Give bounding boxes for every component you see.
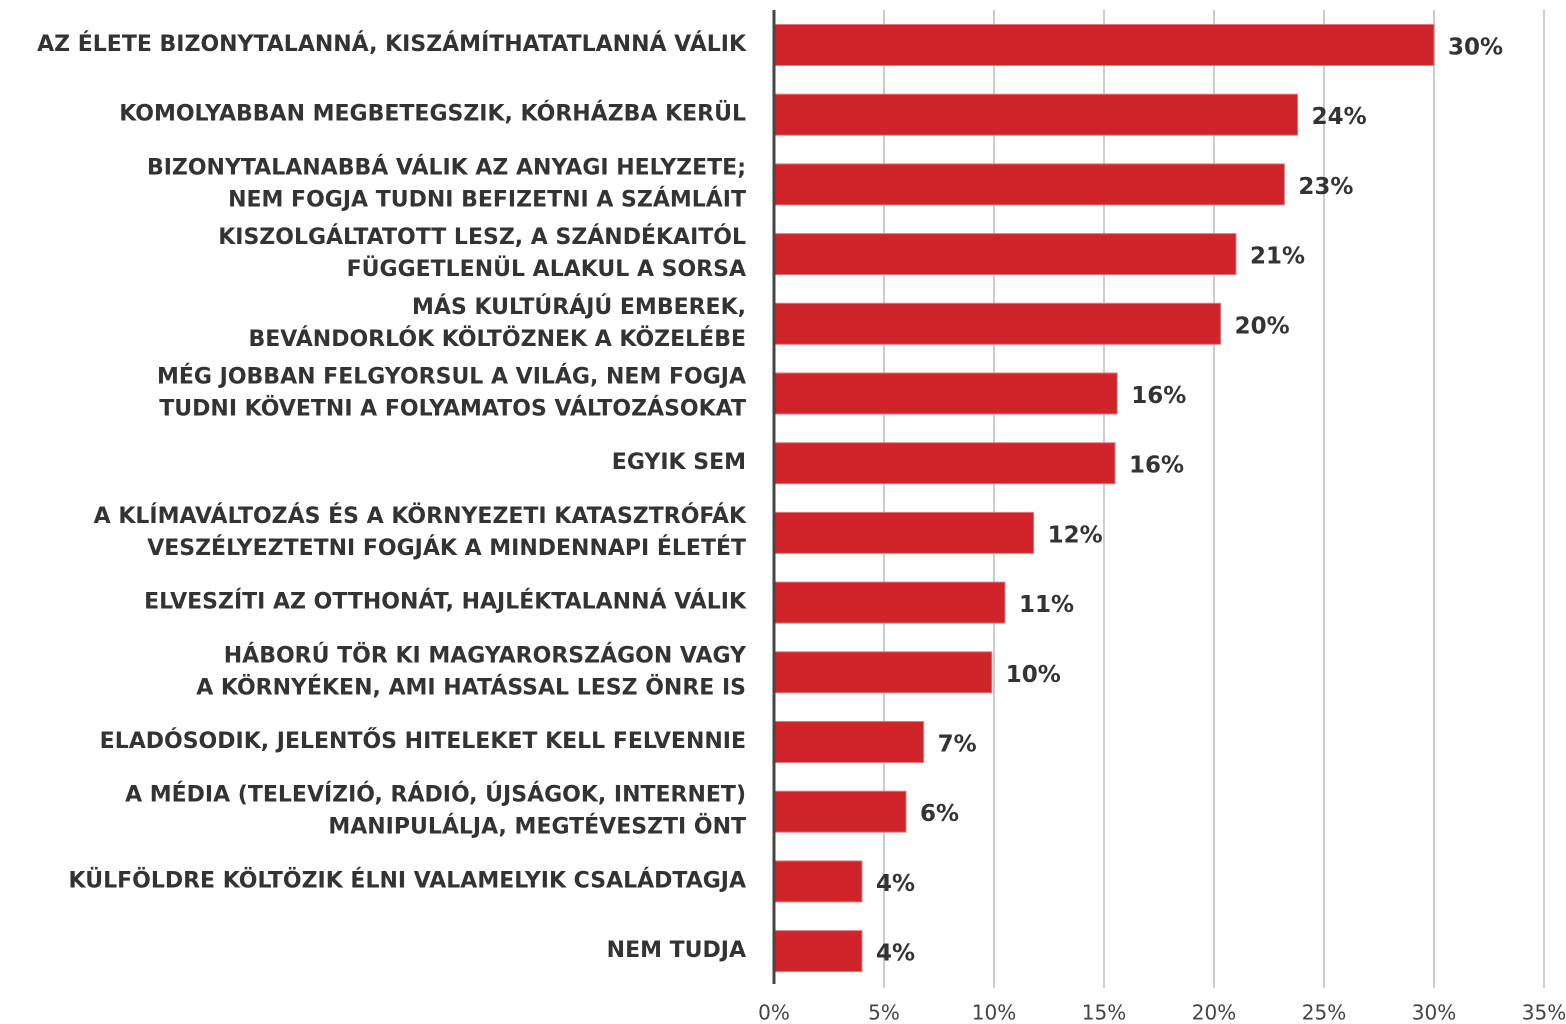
x-tick-label: 30% bbox=[1412, 1001, 1456, 1024]
category-label: MÁS KULTÚRÁJÚ EMBEREK, bbox=[412, 294, 746, 320]
category-label: KÜLFÖLDRE KÖLTÖZIK ÉLNI VALAMELYIK CSALÁ… bbox=[69, 867, 746, 893]
bar bbox=[773, 163, 1285, 206]
bar bbox=[773, 721, 925, 763]
bar bbox=[773, 860, 863, 903]
data-label: 20% bbox=[1235, 313, 1290, 339]
data-label: 7% bbox=[938, 732, 977, 758]
category-label: TUDNI KÖVETNI A FOLYAMATOS VÁLTOZÁSOKAT bbox=[159, 396, 746, 422]
bar bbox=[773, 651, 993, 694]
category-label: ELADÓSODIK, JELENTŐS HITELEKET KELL FELV… bbox=[100, 728, 746, 754]
x-tick-label: 0% bbox=[758, 1001, 790, 1024]
bar bbox=[773, 372, 1118, 415]
bar bbox=[773, 24, 1435, 66]
data-label: 4% bbox=[876, 871, 915, 897]
category-label: MÉG JOBBAN FELGYORSUL A VILÁG, NEM FOGJA bbox=[157, 364, 746, 390]
bar bbox=[773, 511, 1035, 554]
category-label: NEM TUDJA bbox=[607, 938, 746, 963]
data-label: 6% bbox=[920, 801, 959, 827]
bar bbox=[773, 442, 1116, 485]
data-label: 10% bbox=[1006, 662, 1061, 688]
bar bbox=[773, 930, 863, 973]
category-label: FÜGGETLENÜL ALAKUL A SORSA bbox=[347, 256, 746, 282]
category-label: BIZONYTALANABBÁ VÁLIK AZ ANYAGI HELYZETE… bbox=[147, 154, 746, 180]
x-tick-label: 25% bbox=[1302, 1001, 1346, 1024]
category-label: EGYIK SEM bbox=[612, 450, 746, 475]
data-label: 4% bbox=[876, 941, 915, 967]
bar bbox=[773, 302, 1222, 345]
category-label: AZ ÉLETE BIZONYTALANNÁ, KISZÁMÍTHATATLAN… bbox=[37, 31, 747, 57]
data-label: 23% bbox=[1298, 174, 1353, 200]
bar bbox=[773, 581, 1006, 624]
x-tick-label: 15% bbox=[1082, 1001, 1126, 1024]
data-label: 11% bbox=[1019, 592, 1074, 618]
data-label: 16% bbox=[1131, 383, 1186, 409]
category-label: NEM FOGJA TUDNI BEFIZETNI A SZÁMLÁIT bbox=[228, 186, 746, 212]
x-tick-label: 35% bbox=[1522, 1001, 1566, 1024]
x-tick-label: 5% bbox=[868, 1001, 900, 1024]
data-label: 30% bbox=[1448, 35, 1503, 61]
category-label: VESZÉLYEZTETNI FOGJÁK A MINDENNAPI ÉLETÉ… bbox=[147, 535, 746, 561]
category-label: KOMOLYABBAN MEGBETEGSZIK, KÓRHÁZBA KERÜL bbox=[119, 101, 746, 127]
data-label: 12% bbox=[1048, 522, 1103, 548]
bar bbox=[773, 93, 1299, 136]
category-label: A MÉDIA (TELEVÍZIÓ, RÁDIÓ, ÚJSÁGOK, INTE… bbox=[125, 782, 746, 808]
category-label: HÁBORÚ TÖR KI MAGYARORSZÁGON VAGY bbox=[224, 642, 747, 668]
bar bbox=[773, 790, 907, 833]
category-label: BEVÁNDORLÓK KÖLTÖZNEK A KÖZELÉBE bbox=[248, 326, 746, 352]
bar bbox=[773, 233, 1237, 276]
x-tick-label: 10% bbox=[972, 1001, 1016, 1024]
category-label: KISZOLGÁLTATOTT LESZ, A SZÁNDÉKAITÓL bbox=[218, 224, 746, 250]
category-label: ELVESZÍTI AZ OTTHONÁT, HAJLÉKTALANNÁ VÁL… bbox=[144, 589, 747, 615]
category-label: A KÖRNYÉKEN, AMI HATÁSSAL LESZ ÖNRE IS bbox=[196, 674, 746, 700]
data-label: 21% bbox=[1250, 244, 1305, 270]
category-label: MANIPULÁLJA, MEGTÉVESZTI ÖNT bbox=[328, 814, 746, 840]
category-label: A KLÍMAVÁLTOZÁS ÉS A KÖRNYEZETI KATASZTR… bbox=[94, 503, 747, 529]
x-tick-label: 20% bbox=[1192, 1001, 1236, 1024]
data-label: 24% bbox=[1312, 104, 1367, 130]
data-label: 16% bbox=[1129, 453, 1184, 479]
